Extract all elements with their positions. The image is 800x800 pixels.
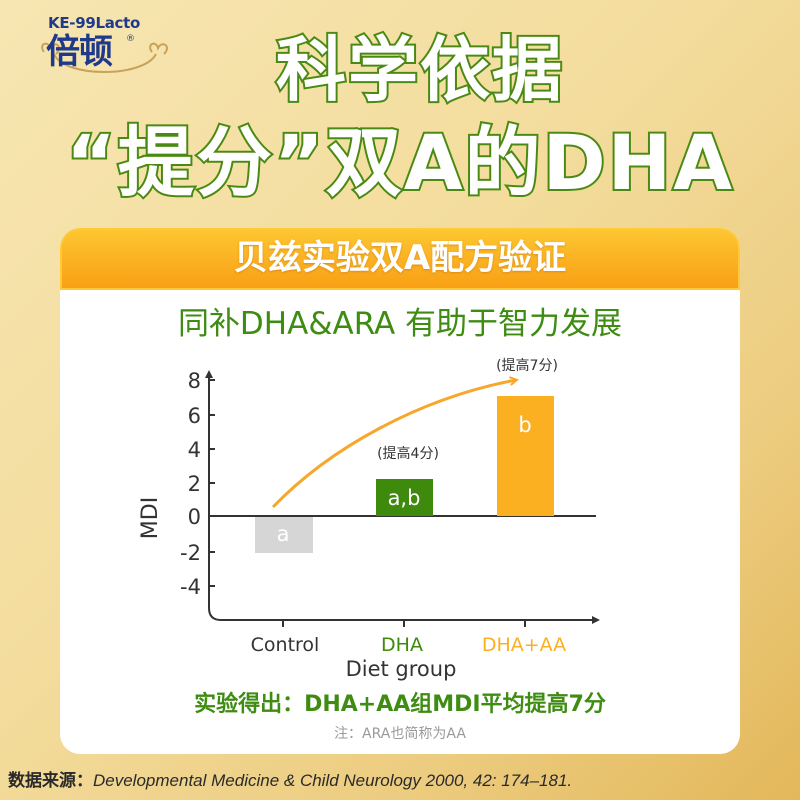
mdi-bar-chart: 8 6 4 2 0 -2 -4 MDI a a,b b (提高4分) (提高7分… [138, 357, 600, 681]
svg-text:0: 0 [188, 505, 201, 529]
y-axis-label: MDI [138, 497, 163, 539]
bar-dha [376, 479, 433, 516]
x-label-control: Control [251, 634, 320, 656]
svg-text:6: 6 [188, 404, 201, 428]
bar-label-dha: a,b [388, 486, 421, 510]
bar-label-control: a [277, 522, 290, 546]
svg-text:4: 4 [188, 438, 201, 462]
card-header: 贝兹实验双A配方验证 [60, 228, 740, 290]
bar-dha-aa [497, 396, 554, 516]
source-citation: Developmental Medicine & Child Neurology… [93, 771, 573, 790]
bar-label-dha-aa: b [518, 413, 531, 437]
svg-text:-2: -2 [180, 541, 201, 565]
data-source: 数据来源：Developmental Medicine & Child Neur… [8, 766, 572, 791]
x-label-dha-aa: DHA+AA [482, 634, 566, 656]
trend-arrow-icon [271, 380, 516, 509]
x-label-dha: DHA [381, 634, 423, 656]
registered-mark: ® [126, 34, 135, 44]
headline-line-2: “提分”双A的DHA [64, 116, 735, 209]
svg-text:8: 8 [188, 369, 201, 393]
svg-text:2: 2 [188, 472, 201, 496]
card-header-title: 贝兹实验双A配方验证 [233, 238, 567, 278]
annotation-dha-aa: (提高7分) [496, 357, 558, 374]
chart-subtitle: 同补DHA&ARA 有助于智力发展 [177, 306, 623, 342]
note-text: 注：ARA也简称为AA [334, 726, 466, 742]
bar-control [255, 517, 313, 553]
y-tick-labels: 8 6 4 2 0 -2 -4 [180, 369, 201, 599]
logo-text-en: KE-99Lacto [48, 14, 141, 32]
conclusion-text: 实验得出：DHA+AA组MDI平均提高7分 [194, 692, 606, 717]
study-card: 贝兹实验双A配方验证 同补DHA&ARA 有助于智力发展 [60, 228, 740, 754]
source-label: 数据来源： [8, 771, 93, 791]
x-axis-label: Diet group [346, 657, 457, 681]
headline-line-1: 科学依据 [274, 27, 564, 113]
annotation-dha: (提高4分) [377, 445, 439, 462]
logo-text-cn: 倍顿 [46, 32, 113, 72]
brand-logo: KE-99Lacto 倍顿 ® [34, 8, 174, 78]
logo-heart-arc-icon [41, 42, 168, 73]
svg-text:-4: -4 [180, 575, 201, 599]
